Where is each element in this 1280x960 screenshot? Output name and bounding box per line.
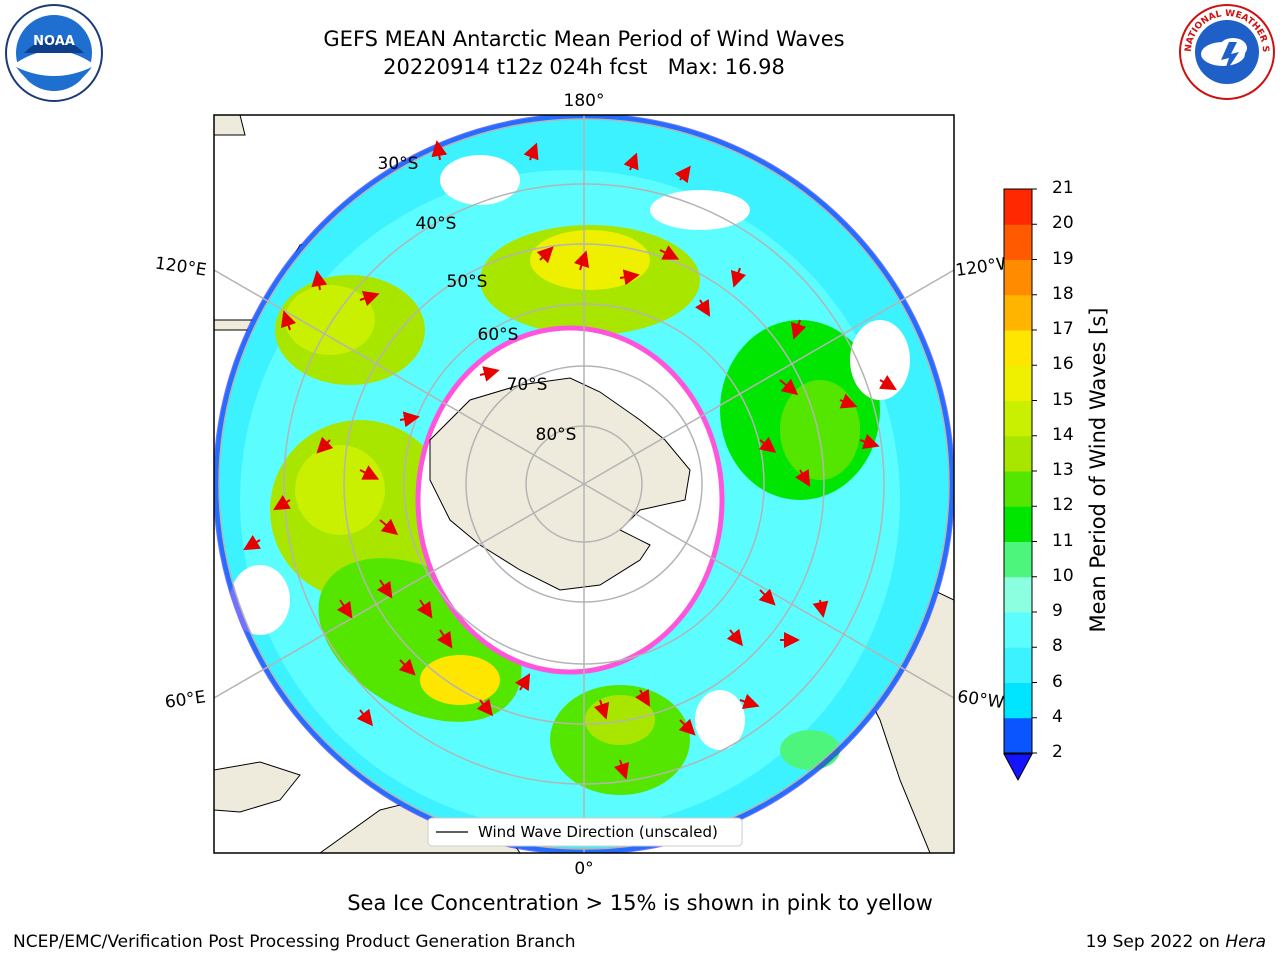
colorbar-tick-label: 16	[1052, 354, 1074, 375]
colorbar-extend-triangle	[1003, 753, 1033, 782]
colorbar-segment	[1004, 541, 1032, 578]
colorbar-segment	[1004, 294, 1032, 331]
lon-label-60w: 60°W	[956, 687, 1005, 713]
colorbar-segment	[1004, 435, 1032, 472]
colorbar-segment	[1004, 506, 1032, 542]
lat-label-50s: 50°S	[447, 272, 488, 292]
colorbar-segment	[1004, 365, 1032, 401]
colorbar-segment	[1004, 612, 1032, 648]
lat-label-40s: 40°S	[416, 214, 457, 234]
lon-label-60e: 60°E	[164, 687, 207, 712]
colorbar-tick-label: 11	[1052, 530, 1074, 551]
lon-label-180: 180°	[564, 91, 605, 111]
lon-label-120e: 120°E	[154, 254, 208, 281]
sea-ice-note: Sea Ice Concentration > 15% is shown in …	[347, 891, 933, 915]
colorbar-tick-label: 13	[1052, 460, 1074, 480]
colorbar-segment	[1004, 189, 1032, 225]
colorbar-segment	[1004, 576, 1032, 613]
footer-right: 19 Sep 2022 on Hera	[1086, 932, 1266, 952]
noaa-logo: NOAA	[5, 4, 103, 102]
colorbar-segment	[1004, 224, 1032, 260]
nws-logo: NATIONAL WEATHER SERVICE	[1177, 2, 1275, 100]
colorbar-tick-label: 18	[1052, 283, 1074, 304]
plot-subtitle: 20220914 t12z 024h fcst Max: 16.98	[383, 55, 785, 79]
colorbar-tick-label: 17	[1052, 319, 1074, 339]
colorbar-tick-label: 12	[1052, 495, 1074, 516]
colorbar-label: Mean Period of Wind Waves [s]	[1086, 307, 1110, 633]
lat-label-60s: 60°S	[478, 325, 519, 345]
colorbar-tick-label: 8	[1052, 636, 1063, 657]
colorbar-tick-label: 6	[1052, 671, 1063, 692]
colorbar-tick-label: 4	[1052, 706, 1063, 727]
colorbar-tick-label: 10	[1052, 565, 1074, 586]
colorbar	[1003, 188, 1037, 754]
lat-label-70s: 70°S	[507, 375, 548, 395]
colorbar-segment	[1004, 400, 1032, 437]
map-frame	[213, 114, 955, 854]
footer-left: NCEP/EMC/Verification Post Processing Pr…	[13, 932, 576, 952]
wave-direction-arrows	[243, 140, 897, 780]
colorbar-segment	[1004, 259, 1032, 296]
colorbar-segment	[1004, 471, 1032, 507]
colorbar-tick-label: 20	[1052, 213, 1074, 234]
colorbar-tick-label: 19	[1052, 248, 1074, 269]
colorbar-segment	[1004, 330, 1032, 366]
legend-label: Wind Wave Direction (unscaled)	[478, 823, 718, 841]
colorbar-tick-label: 14	[1052, 424, 1074, 445]
plot-title: GEFS MEAN Antarctic Mean Period of Wind …	[323, 27, 845, 51]
colorbar-segment	[1004, 682, 1032, 719]
colorbar-tick-label: 21	[1052, 178, 1074, 198]
footer-date: 19 Sep 2022 on	[1085, 932, 1226, 952]
colorbar-segment	[1004, 647, 1032, 683]
footer-machine: Hera	[1225, 932, 1266, 952]
noaa-logo-text: NOAA	[33, 34, 75, 49]
lon-label-0: 0°	[574, 859, 593, 879]
lat-label-80s: 80°S	[536, 425, 577, 445]
colorbar-tick-label: 15	[1052, 389, 1074, 410]
legend-box	[427, 817, 743, 847]
colorbar-tick-label: 2	[1052, 742, 1063, 762]
lat-label-30s: 30°S	[378, 154, 419, 174]
colorbar-segment	[1004, 717, 1032, 754]
colorbar-tick-label: 9	[1052, 601, 1063, 621]
